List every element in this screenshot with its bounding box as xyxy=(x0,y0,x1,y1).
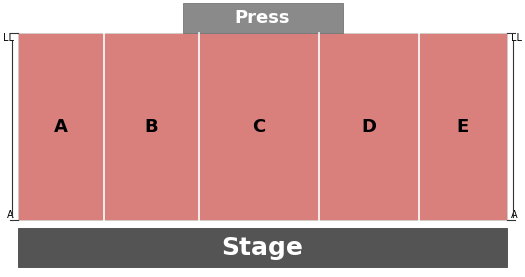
Bar xyxy=(183,3,342,33)
Text: Press: Press xyxy=(235,9,290,27)
Bar xyxy=(18,228,507,267)
Text: C: C xyxy=(252,117,266,135)
Text: B: B xyxy=(144,117,158,135)
Text: Stage: Stage xyxy=(222,235,303,260)
Text: E: E xyxy=(457,117,469,135)
Text: A: A xyxy=(54,117,68,135)
Text: LL: LL xyxy=(3,33,14,43)
Text: LL: LL xyxy=(511,33,522,43)
Bar xyxy=(18,33,507,220)
Text: D: D xyxy=(361,117,376,135)
Text: A: A xyxy=(7,210,14,220)
Text: A: A xyxy=(511,210,518,220)
